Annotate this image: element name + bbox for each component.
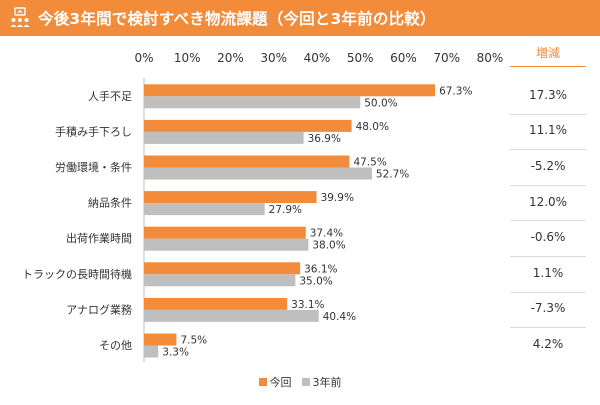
data-label-current: 47.5% bbox=[353, 157, 386, 169]
data-label-current: 37.4% bbox=[310, 228, 343, 240]
delta-column-header: 増減 bbox=[510, 40, 586, 67]
chart-title: 今後3年間で検討すべき物流課題（今回と3年前の比較） bbox=[38, 10, 436, 28]
x-tick-label: 60% bbox=[390, 51, 417, 65]
legend-swatch-current bbox=[258, 378, 267, 386]
data-label-current: 39.9% bbox=[321, 192, 354, 204]
chart-header: 今後3年間で検討すべき物流課題（今回と3年前の比較） bbox=[0, 0, 600, 36]
bar-previous bbox=[144, 238, 309, 251]
bar-current bbox=[144, 84, 436, 97]
bar-current bbox=[144, 226, 306, 239]
data-label-previous: 36.9% bbox=[308, 133, 341, 145]
x-tick-label: 50% bbox=[347, 51, 374, 65]
category-label: 手積み手下ろし bbox=[55, 124, 132, 138]
bar-current bbox=[144, 155, 350, 168]
legend-item-current: 今回 bbox=[258, 374, 292, 390]
data-label-previous: 38.0% bbox=[312, 240, 345, 252]
bar-current bbox=[144, 297, 288, 310]
category-label: その他 bbox=[99, 339, 132, 352]
delta-row-separator bbox=[510, 149, 586, 151]
bar-previous bbox=[144, 274, 296, 287]
data-label-previous: 3.3% bbox=[162, 347, 189, 359]
bar-current bbox=[144, 119, 352, 132]
data-label-current: 33.1% bbox=[291, 299, 324, 311]
x-tick-label: 10% bbox=[174, 51, 201, 65]
data-label-previous: 40.4% bbox=[323, 311, 356, 323]
delta-row-separator bbox=[510, 291, 586, 293]
category-label: アナログ業務 bbox=[66, 302, 132, 316]
legend-swatch-previous bbox=[301, 378, 310, 386]
bar-previous bbox=[144, 96, 361, 109]
delta-value: -7.3% bbox=[530, 301, 566, 316]
data-label-current: 48.0% bbox=[356, 121, 389, 133]
delta-row-separator bbox=[510, 256, 586, 257]
bar-previous bbox=[144, 309, 319, 322]
bar-current bbox=[144, 191, 317, 204]
delta-row-separator bbox=[510, 113, 586, 115]
delta-value: -0.6% bbox=[530, 230, 566, 245]
data-label-previous: 50.0% bbox=[364, 97, 397, 109]
category-label: トラックの長時間待機 bbox=[22, 267, 132, 281]
delta-value: 17.3% bbox=[528, 87, 568, 102]
bar-previous bbox=[144, 131, 304, 144]
delta-value: 1.1% bbox=[532, 265, 564, 280]
category-label: 労働環境・条件 bbox=[55, 160, 132, 174]
category-label: 出荷作業時間 bbox=[66, 231, 132, 245]
bar-current bbox=[144, 333, 177, 346]
data-label-previous: 52.7% bbox=[376, 169, 409, 181]
x-tick-label: 20% bbox=[217, 51, 244, 65]
people-presentation-icon bbox=[10, 7, 30, 27]
delta-value: 11.1% bbox=[528, 123, 568, 138]
delta-value: -5.2% bbox=[530, 159, 566, 173]
x-tick-label: 80% bbox=[477, 51, 504, 65]
x-tick-label: 70% bbox=[433, 51, 460, 65]
delta-value: 4.2% bbox=[532, 337, 564, 351]
delta-row-separator bbox=[510, 327, 586, 329]
bar-previous bbox=[144, 345, 159, 358]
data-label-current: 36.1% bbox=[304, 263, 337, 275]
delta-row-separator bbox=[510, 184, 586, 186]
bar-previous bbox=[144, 167, 372, 180]
delta-row-separator bbox=[510, 220, 586, 222]
legend-item-previous: 3年前 bbox=[301, 374, 342, 390]
bar-previous bbox=[144, 203, 265, 216]
category-label: 人手不足 bbox=[88, 89, 132, 103]
data-label-previous: 27.9% bbox=[269, 204, 302, 216]
x-tick-label: 30% bbox=[260, 51, 287, 65]
delta-value: 12.0% bbox=[528, 194, 568, 209]
category-label: 納品条件 bbox=[88, 196, 132, 210]
x-tick-label: 40% bbox=[304, 51, 331, 65]
data-label-current: 67.3% bbox=[439, 85, 472, 97]
data-label-previous: 35.0% bbox=[299, 275, 332, 287]
bar-chart: 0% 10% 20% 30% 40% 50% 60% 70% 80% 人手不足 67.3% 50.0%… bbox=[22, 51, 504, 362]
legend: 今回 3年前 bbox=[0, 374, 600, 390]
data-label-current: 7.5% bbox=[180, 335, 207, 347]
x-tick-label: 0% bbox=[134, 51, 153, 65]
legend-label-current: 今回 bbox=[269, 376, 292, 389]
bar-current bbox=[144, 262, 301, 275]
legend-label-previous: 3年前 bbox=[312, 376, 342, 389]
